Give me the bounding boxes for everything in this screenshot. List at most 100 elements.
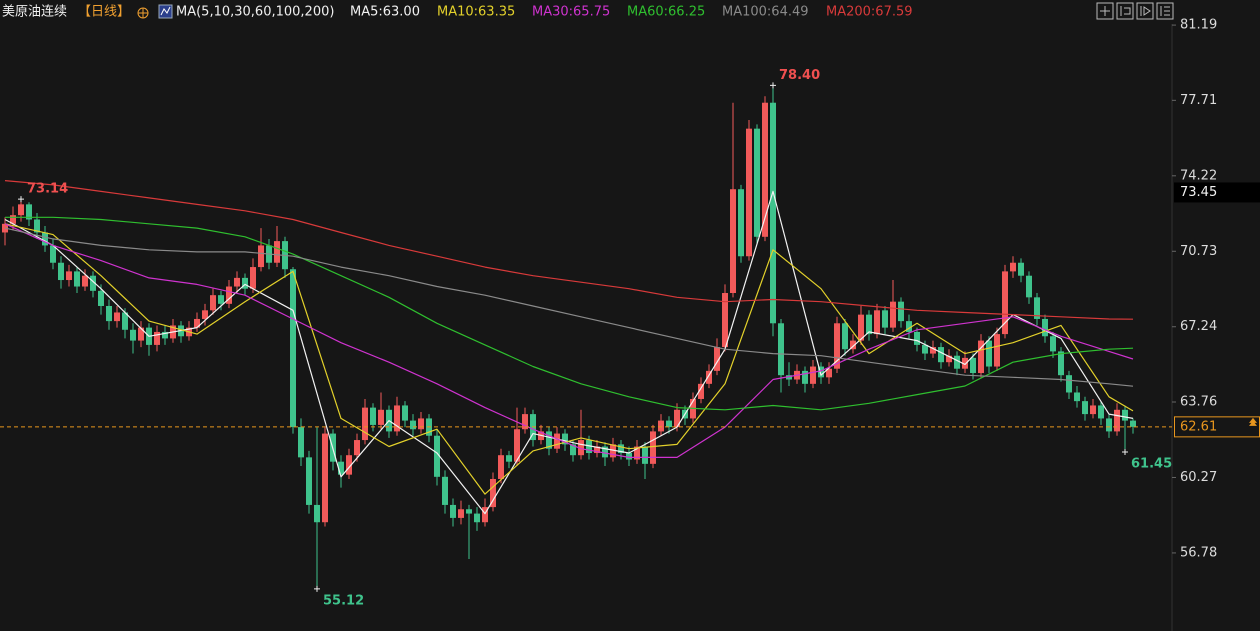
candle-body: [298, 427, 304, 458]
candle-body: [994, 334, 1000, 367]
candle-body: [866, 314, 872, 335]
candle-body: [626, 453, 632, 460]
candle-body: [578, 440, 584, 456]
extreme-marker: [18, 196, 24, 203]
ma-line: [5, 216, 1134, 411]
y-tick-label: 81.19: [1180, 18, 1217, 33]
indicator-icon[interactable]: [158, 4, 173, 19]
candle-body: [562, 433, 568, 445]
toolbar-glyphs: [1100, 6, 1170, 16]
candle-body: [802, 370, 808, 384]
candle-body: [458, 509, 464, 518]
candle-body: [314, 504, 320, 523]
candle-body: [770, 102, 776, 324]
candle-body: [234, 277, 240, 287]
extreme-label: 78.40: [779, 68, 820, 83]
period-label[interactable]: 【日线】: [78, 5, 130, 20]
candle-body: [834, 323, 840, 369]
legend-entry: MA30:65.75: [532, 5, 610, 20]
candle-body: [354, 440, 360, 456]
candle-body: [1130, 420, 1136, 427]
candle-body: [706, 370, 712, 384]
ma-line: [4, 223, 1134, 458]
candle-body: [394, 405, 400, 432]
y-tick-label: 56.78: [1180, 545, 1217, 560]
candle-body: [882, 310, 888, 328]
ma-line: [4, 227, 1134, 387]
candle-body: [650, 431, 656, 464]
candle-body: [634, 446, 640, 460]
candle-body: [274, 241, 280, 263]
candle-body: [66, 271, 72, 281]
candle-body: [106, 305, 112, 322]
candle-body: [1122, 409, 1128, 421]
candle-body: [474, 513, 480, 523]
candle-body: [1018, 262, 1024, 276]
candle-body: [346, 455, 352, 475]
candle-body: [674, 409, 680, 428]
toolbar-button[interactable]: [1096, 2, 1114, 20]
candle-body: [914, 331, 920, 345]
candle-body: [546, 431, 552, 449]
y-tick-label: 77.71: [1180, 93, 1217, 108]
candle-body: [1050, 336, 1056, 352]
candle-body: [26, 204, 32, 220]
candle-body: [1042, 318, 1048, 337]
candle-body: [922, 344, 928, 354]
candle-body: [642, 446, 648, 464]
candle-body: [554, 433, 560, 449]
candle-body: [410, 420, 416, 430]
candle-body: [1026, 275, 1032, 298]
candle-body: [1114, 409, 1120, 432]
marker-price-box: [1174, 182, 1260, 203]
y-tick-label: 60.27: [1180, 470, 1217, 485]
candle-body: [1034, 297, 1040, 319]
candle-body: [402, 405, 408, 421]
toolbar-button[interactable]: [1156, 2, 1174, 20]
y-tick-label: 70.73: [1180, 244, 1217, 259]
extreme-marker: [314, 585, 320, 592]
toolbar-button[interactable]: [1136, 2, 1154, 20]
candle-body: [730, 189, 736, 294]
candle-body: [162, 331, 168, 339]
candle-body: [1106, 418, 1112, 432]
last-price-label: 62.61: [1180, 419, 1217, 434]
candle-body: [978, 340, 984, 374]
candle-body: [890, 301, 896, 328]
candle-body: [418, 418, 424, 430]
candle-body: [514, 429, 520, 462]
candle-body: [138, 327, 144, 341]
candle-body: [506, 455, 512, 462]
candle-body: [858, 314, 864, 341]
toolbar-button[interactable]: [1116, 2, 1134, 20]
candle-body: [602, 446, 608, 458]
candle-body: [722, 293, 728, 348]
extreme-label: 61.45: [1131, 456, 1172, 471]
candle-body: [826, 368, 832, 378]
extreme-label: 55.12: [323, 593, 364, 608]
candle-body: [746, 128, 752, 257]
candle-body: [82, 275, 88, 287]
candle-body: [98, 290, 104, 306]
ma-line: [4, 223, 1134, 495]
candle-body: [522, 414, 528, 430]
candle-body: [338, 461, 344, 475]
candle-body: [58, 262, 64, 281]
candle-body: [874, 310, 880, 335]
indicator-label: MA(5,10,30,60,100,200): [176, 5, 334, 20]
candle-body: [1098, 405, 1104, 419]
legend-entry: MA5:63.00: [350, 5, 420, 20]
candle-body: [586, 440, 592, 454]
y-tick-label: 74.22: [1180, 168, 1217, 183]
candle-body: [754, 128, 760, 237]
y-tick-label: 67.24: [1180, 319, 1217, 334]
candle-body: [778, 323, 784, 376]
settings-icon[interactable]: [137, 7, 149, 19]
candle-body: [482, 507, 488, 523]
candle-body: [610, 444, 616, 458]
candle-body: [466, 509, 472, 514]
candle-body: [322, 433, 328, 523]
candle-body: [1082, 401, 1088, 415]
candle-body: [570, 444, 576, 456]
